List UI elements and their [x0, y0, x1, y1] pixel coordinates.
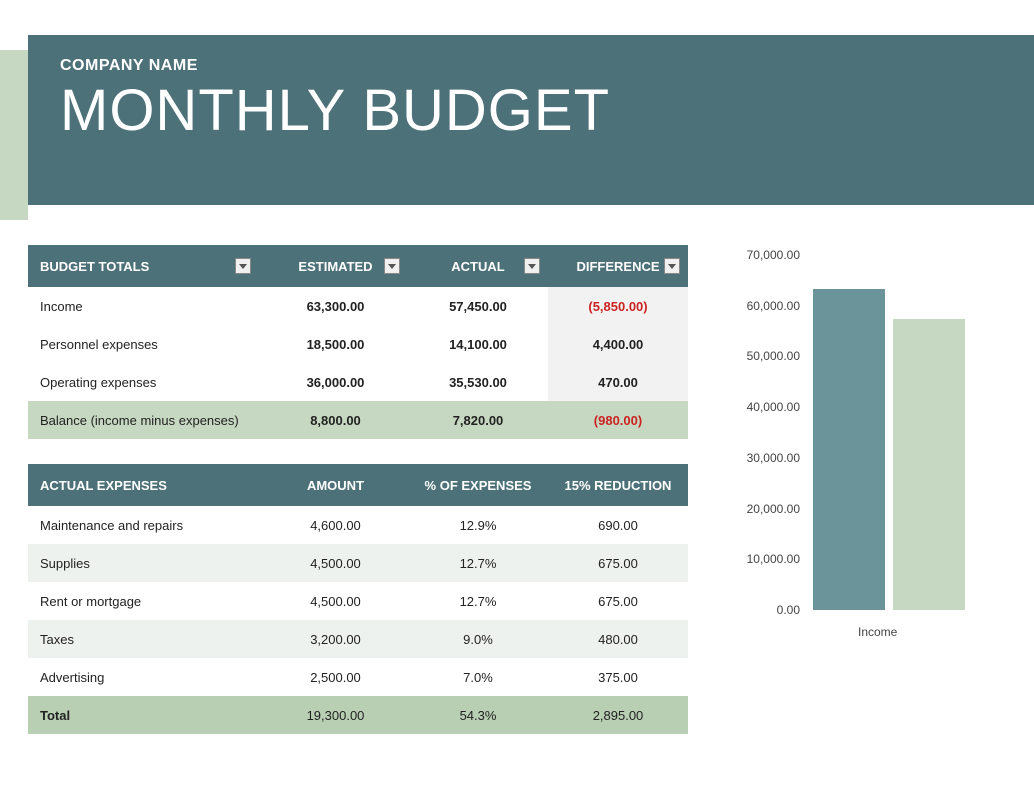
row-label: Operating expenses [28, 375, 263, 390]
budget-totals-title: BUDGET TOTALS [40, 259, 149, 274]
table-row[interactable]: Personnel expenses18,500.0014,100.004,40… [28, 325, 688, 363]
row-pct: 9.0% [408, 632, 548, 647]
actual-expenses-header: ACTUAL EXPENSES AMOUNT % OF EXPENSES 15%… [28, 464, 688, 506]
row-difference: (980.00) [548, 401, 688, 439]
row-estimated: 36,000.00 [263, 375, 408, 390]
row-pct: 12.9% [408, 518, 548, 533]
income-bar-chart: 70,000.00 60,000.00 50,000.00 40,000.00 30,0… [728, 245, 1024, 665]
row-label: Maintenance and repairs [28, 518, 263, 533]
col-amount-label: AMOUNT [307, 478, 364, 493]
chart-bar [813, 289, 885, 610]
total-row[interactable]: Total19,300.0054.3%2,895.00 [28, 696, 688, 734]
row-reduction: 675.00 [548, 556, 688, 571]
row-label: Taxes [28, 632, 263, 647]
row-actual: 57,450.00 [408, 299, 548, 314]
page-title: MONTHLY BUDGET [60, 77, 1002, 144]
row-actual: 7,820.00 [408, 413, 548, 428]
row-actual: 35,530.00 [408, 375, 548, 390]
row-actual: 14,100.00 [408, 337, 548, 352]
tables-container: BUDGET TOTALS ESTIMATED ACTUAL DIFFERENC… [28, 245, 688, 734]
row-reduction: 480.00 [548, 632, 688, 647]
row-label: Personnel expenses [28, 337, 263, 352]
row-label: Balance (income minus expenses) [28, 413, 263, 428]
filter-button-actual[interactable] [524, 258, 540, 274]
row-amount: 19,300.00 [263, 708, 408, 723]
row-pct: 54.3% [408, 708, 548, 723]
table-row[interactable]: Operating expenses36,000.0035,530.00470.… [28, 363, 688, 401]
row-estimated: 63,300.00 [263, 299, 408, 314]
row-pct: 7.0% [408, 670, 548, 685]
chart-y-tick: 20,000.00 [747, 502, 800, 516]
row-amount: 3,200.00 [263, 632, 408, 647]
row-label: Supplies [28, 556, 263, 571]
row-label: Advertising [28, 670, 263, 685]
chart-y-tick: 50,000.00 [747, 349, 800, 363]
table-row[interactable]: Rent or mortgage4,500.0012.7%675.00 [28, 582, 688, 620]
row-reduction: 375.00 [548, 670, 688, 685]
table-row[interactable]: Supplies4,500.0012.7%675.00 [28, 544, 688, 582]
row-label: Rent or mortgage [28, 594, 263, 609]
row-reduction: 2,895.00 [548, 708, 688, 723]
row-amount: 4,500.00 [263, 594, 408, 609]
row-reduction: 675.00 [548, 594, 688, 609]
row-difference: (5,850.00) [548, 287, 688, 325]
row-amount: 4,600.00 [263, 518, 408, 533]
table-row[interactable]: Taxes3,200.009.0%480.00 [28, 620, 688, 658]
row-pct: 12.7% [408, 594, 548, 609]
balance-row[interactable]: Balance (income minus expenses)8,800.007… [28, 401, 688, 439]
filter-button-estimated[interactable] [384, 258, 400, 274]
col-estimated-label: ESTIMATED [298, 259, 372, 274]
table-row[interactable]: Maintenance and repairs4,600.0012.9%690.… [28, 506, 688, 544]
col-pct-label: % OF EXPENSES [425, 478, 532, 493]
col-difference-label: DIFFERENCE [576, 259, 659, 274]
chart-y-tick: 30,000.00 [747, 451, 800, 465]
header-band: COMPANY NAME MONTHLY BUDGET [28, 35, 1034, 205]
budget-totals-header: BUDGET TOTALS ESTIMATED ACTUAL DIFFERENC… [28, 245, 688, 287]
company-name-label: COMPANY NAME [60, 57, 1002, 75]
row-estimated: 8,800.00 [263, 413, 408, 428]
table-row[interactable]: Income63,300.0057,450.00(5,850.00) [28, 287, 688, 325]
row-amount: 4,500.00 [263, 556, 408, 571]
side-accent-bar [0, 50, 28, 220]
col-actual-label: ACTUAL [451, 259, 504, 274]
chart-y-tick: 0.00 [777, 603, 800, 617]
col-reduction-label: 15% REDUCTION [565, 478, 672, 493]
filter-button-name[interactable] [235, 258, 251, 274]
chart-x-label: Income [858, 625, 897, 639]
row-amount: 2,500.00 [263, 670, 408, 685]
row-difference: 4,400.00 [548, 325, 688, 363]
filter-button-difference[interactable] [664, 258, 680, 274]
row-label: Total [28, 708, 263, 723]
row-reduction: 690.00 [548, 518, 688, 533]
row-label: Income [28, 299, 263, 314]
row-estimated: 18,500.00 [263, 337, 408, 352]
row-difference: 470.00 [548, 363, 688, 401]
table-row[interactable]: Advertising2,500.007.0%375.00 [28, 658, 688, 696]
chart-y-tick: 10,000.00 [747, 552, 800, 566]
chart-y-tick: 40,000.00 [747, 400, 800, 414]
actual-expenses-title: ACTUAL EXPENSES [40, 478, 167, 493]
chart-bar [893, 319, 965, 610]
chart-y-tick: 70,000.00 [747, 248, 800, 262]
chart-y-tick: 60,000.00 [747, 299, 800, 313]
row-pct: 12.7% [408, 556, 548, 571]
